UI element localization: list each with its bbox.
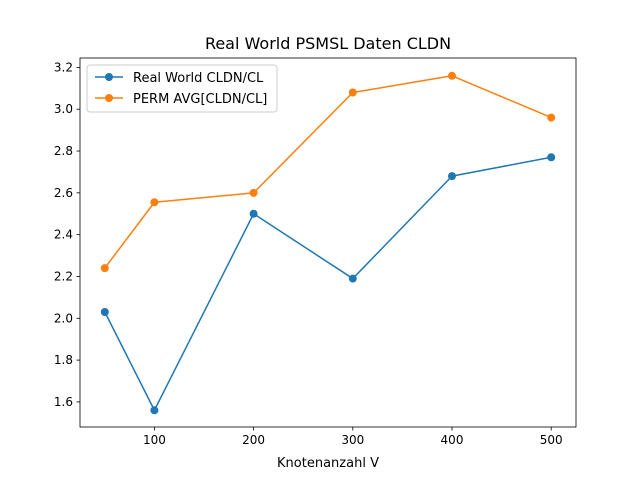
legend-marker-2 [105, 94, 113, 102]
series-line-1 [103, 156, 553, 412]
series-1-point [448, 172, 456, 181]
legend-label-1: Real World CLDN/CL [133, 71, 264, 86]
series-line-2 [103, 75, 553, 270]
series-1-point [100, 308, 109, 317]
y-tick-label: 1.8 [54, 353, 73, 367]
y-tick-label: 2.0 [54, 311, 73, 325]
series-1-point [547, 153, 556, 162]
y-tick-label: 1.6 [54, 395, 73, 409]
x-tick-label: 200 [242, 433, 265, 447]
legend-box [86, 64, 278, 113]
series-1-point [150, 406, 159, 415]
x-axis-label: Knotenanzahl V [277, 456, 379, 471]
plot-frame [79, 57, 577, 428]
series-2-point [348, 88, 357, 97]
plot-area: 100 200 300 400 500 1.6 1.8 2.0 2.2 2.4 2.6 2.8 3.0 3… [54, 57, 577, 447]
x-tick-label: 100 [143, 433, 166, 447]
y-tick-label: 2.2 [54, 269, 73, 283]
y-tick-label: 3.2 [54, 60, 73, 74]
y-tick-label: 2.8 [54, 144, 73, 158]
chart-title: Real World PSMSL Daten CLDN [205, 34, 451, 53]
series-2-point [547, 113, 556, 122]
y-tick-label: 2.4 [54, 228, 73, 242]
x-tick-label: 400 [441, 433, 464, 447]
x-tick-label: 300 [341, 433, 364, 447]
series-2-point [448, 71, 456, 80]
y-tick-label: 3.0 [54, 102, 73, 116]
series-1-point [348, 274, 357, 283]
x-tick-label: 500 [540, 433, 563, 447]
series-2-point [100, 264, 109, 273]
series-2-point [150, 198, 159, 207]
y-tick-label: 2.6 [54, 186, 73, 200]
series-2-point [249, 188, 258, 197]
legend-label-2: PERM AVG[CLDN/CL] [133, 92, 267, 107]
legend-marker-1 [105, 73, 113, 81]
series-1-point [249, 209, 258, 218]
